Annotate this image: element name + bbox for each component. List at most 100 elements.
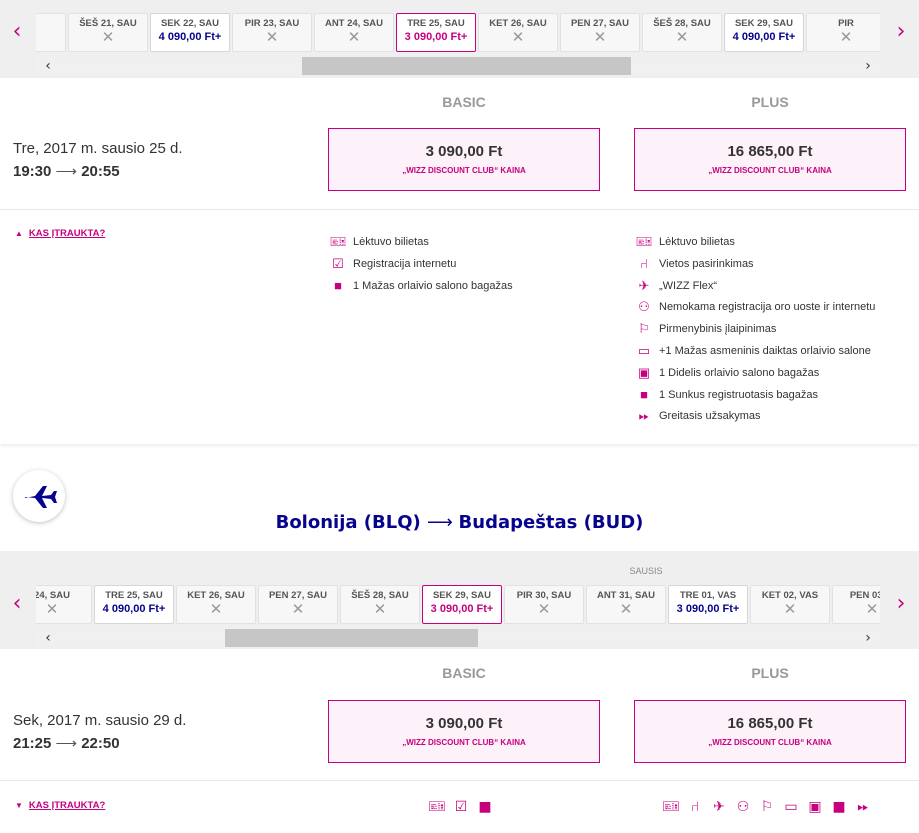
return-date-strip: 24, SAU ✕ TRE 25, SAU 4 090,00 Ft+ KET 26, S… [36, 585, 880, 625]
date-option[interactable]: SEK 29, SAU 4 090,00 Ft+ [724, 13, 804, 52]
prev-dates-arrow[interactable]: ‹ [12, 19, 22, 44]
feature-item: ▭ +1 Mažas asmeninis daiktas orlaivio sal… [635, 341, 875, 363]
ticket-icon: 🎫︎ [662, 799, 680, 815]
date-label: TRE 01, VAS [679, 590, 737, 601]
basic-features-list: 🎫︎ Lėktuvo bilietas ☑︎ Registracija interne… [329, 232, 513, 297]
small-bag-icon: ■ [334, 277, 342, 293]
basic-price: 3 090,00 Ft [425, 715, 503, 732]
scroll-thumb[interactable] [225, 629, 478, 647]
checked-bag-icon: ■ [640, 386, 648, 402]
feature-label: Registracija internetu [353, 257, 457, 270]
scroll-left-icon[interactable]: ‹ [45, 58, 51, 74]
unavailable-icon: ✕ [593, 28, 607, 46]
date-option[interactable]: 24, SAU ✕ [36, 585, 92, 624]
outbound-date-scrollbar[interactable]: ‹ › [36, 57, 880, 75]
feature-item: ⚇ Nemokama registracija oro uoste ir inte… [635, 297, 875, 319]
date-option[interactable]: PEN 27, SAU ✕ [560, 13, 640, 52]
date-option[interactable]: SAU✕ [36, 13, 66, 52]
date-option[interactable]: KET 02, VAS ✕ [750, 585, 830, 624]
unavailable-icon: ✕ [209, 600, 223, 618]
date-label: 24, SAU [36, 590, 70, 601]
date-option[interactable]: TRE 01, VAS 3 090,00 Ft+ [668, 585, 748, 624]
discount-club-note: „WIZZ DISCOUNT CLUB“ KAINA [402, 166, 526, 175]
whats-included-toggle[interactable]: ▲ KAS ĮTRAUKTA? [15, 228, 105, 239]
unavailable-icon: ✕ [619, 600, 633, 618]
date-option[interactable]: PIR 30, SAU ✕ [504, 585, 584, 624]
divider [0, 209, 919, 210]
flight-times: 19:30 ⟶ 20:55 [13, 162, 120, 180]
date-label: PEN 27, SAU [570, 18, 630, 29]
date-option[interactable]: ŠEŠ 28, SAU ✕ [340, 585, 420, 624]
date-label: PEN 03, V [849, 590, 880, 601]
whats-included-toggle[interactable]: ▼ KAS ĮTRAUKTA? [15, 800, 105, 811]
discount-club-note: „WIZZ DISCOUNT CLUB“ KAINA [402, 738, 526, 747]
date-option[interactable]: ANT 24, SAU ✕ [314, 13, 394, 52]
large-cabin-bag-icon: ▣ [637, 364, 651, 380]
date-option[interactable]: ŠEŠ 21, SAU ✕ [68, 13, 148, 52]
basic-header: BASIC [442, 665, 486, 681]
scroll-thumb[interactable] [302, 57, 631, 75]
date-option[interactable]: PEN 03, V✕ [832, 585, 880, 624]
date-price: 4 090,00 Ft+ [102, 603, 166, 615]
route-origin: Bolonija (BLQ) [275, 512, 421, 533]
date-option[interactable]: TRE 25, SAU 4 090,00 Ft+ [94, 585, 174, 624]
basic-fare-option[interactable]: 3 090,00 Ft „WIZZ DISCOUNT CLUB“ KAINA [328, 128, 600, 191]
ticket-icon: 🎫︎ [428, 799, 446, 815]
scroll-right-icon[interactable]: › [865, 58, 871, 74]
date-option[interactable]: PIR 23, SAU ✕ [232, 13, 312, 52]
date-option[interactable]: SEK 22, SAU 4 090,00 Ft+ [150, 13, 230, 52]
date-label: SEK 29, SAU [734, 18, 794, 29]
seat-icon: ⑁ [640, 255, 648, 271]
plus-price: 16 865,00 Ft [727, 143, 813, 160]
next-dates-arrow[interactable]: › [896, 591, 906, 616]
date-option[interactable]: PIR ✕ [806, 13, 880, 52]
date-label: TRE 25, SAU [407, 18, 465, 29]
plus-fare-option[interactable]: 16 865,00 Ft „WIZZ DISCOUNT CLUB“ KAINA [634, 128, 906, 191]
flight-times: 21:25 ⟶ 22:50 [13, 734, 120, 752]
feature-item: ⚐ Pirmenybinis įlaipinimas [635, 319, 875, 341]
departure-time: 19:30 [13, 163, 52, 180]
date-label: PIR [838, 18, 854, 29]
prev-dates-arrow[interactable]: ‹ [12, 591, 22, 616]
plane-icon [25, 486, 57, 508]
date-price: 3 090,00 Ft+ [430, 603, 494, 615]
feature-item: ⏩︎ Greitasis užsakymas [635, 406, 875, 428]
plus-price: 16 865,00 Ft [727, 715, 813, 732]
checkin-people-icon: ⚇ [638, 299, 650, 315]
date-option[interactable]: SEK 29, SAU 3 090,00 Ft+ [422, 585, 502, 624]
online-checkin-icon: ☑︎ [332, 255, 344, 271]
route-arrow-icon: ⟶ [55, 163, 82, 180]
basic-fare-option[interactable]: 3 090,00 Ft „WIZZ DISCOUNT CLUB“ KAINA [328, 700, 600, 763]
feature-label: Vietos pasirinkimas [659, 257, 754, 270]
date-option[interactable]: ANT 31, SAU ✕ [586, 585, 666, 624]
unavailable-icon: ✕ [511, 28, 525, 46]
plus-fare-option[interactable]: 16 865,00 Ft „WIZZ DISCOUNT CLUB“ KAINA [634, 700, 906, 763]
date-option[interactable]: TRE 25, SAU 3 090,00 Ft+ [396, 13, 476, 52]
scroll-right-icon[interactable]: › [865, 630, 871, 646]
unavailable-icon: ✕ [675, 28, 689, 46]
date-label: ŠEŠ 28, SAU [653, 18, 711, 29]
feature-label: Lėktuvo bilietas [353, 236, 429, 248]
return-date-scrollbar[interactable]: ‹ › [36, 629, 880, 647]
route-arrow-icon: ⟶ [427, 512, 459, 533]
feature-label: Lėktuvo bilietas [659, 236, 735, 248]
caret-up-icon: ▲ [15, 229, 23, 238]
flight-date: Tre, 2017 m. sausio 25 d. [13, 140, 183, 157]
date-label: PEN 27, SAU [268, 590, 328, 601]
next-dates-arrow[interactable]: › [896, 19, 906, 44]
basic-header: BASIC [442, 94, 486, 110]
date-label: ANT 24, SAU [324, 18, 384, 29]
scroll-left-icon[interactable]: ‹ [45, 630, 51, 646]
fast-forward-icon: ⏩︎ [638, 408, 650, 424]
date-price: 4 090,00 Ft+ [158, 31, 222, 43]
return-route-title: Bolonija (BLQ) ⟶ Budapeštas (BUD) [0, 512, 919, 533]
date-price: 4 090,00 Ft+ [732, 31, 796, 43]
date-option[interactable]: KET 26, SAU ✕ [478, 13, 558, 52]
date-label: ANT 31, SAU [596, 590, 656, 601]
feature-item: ⑁ Vietos pasirinkimas [635, 254, 875, 276]
date-option[interactable]: PEN 27, SAU ✕ [258, 585, 338, 624]
date-option[interactable]: ŠEŠ 28, SAU ✕ [642, 13, 722, 52]
unavailable-icon: ✕ [865, 600, 879, 618]
date-option[interactable]: KET 26, SAU ✕ [176, 585, 256, 624]
